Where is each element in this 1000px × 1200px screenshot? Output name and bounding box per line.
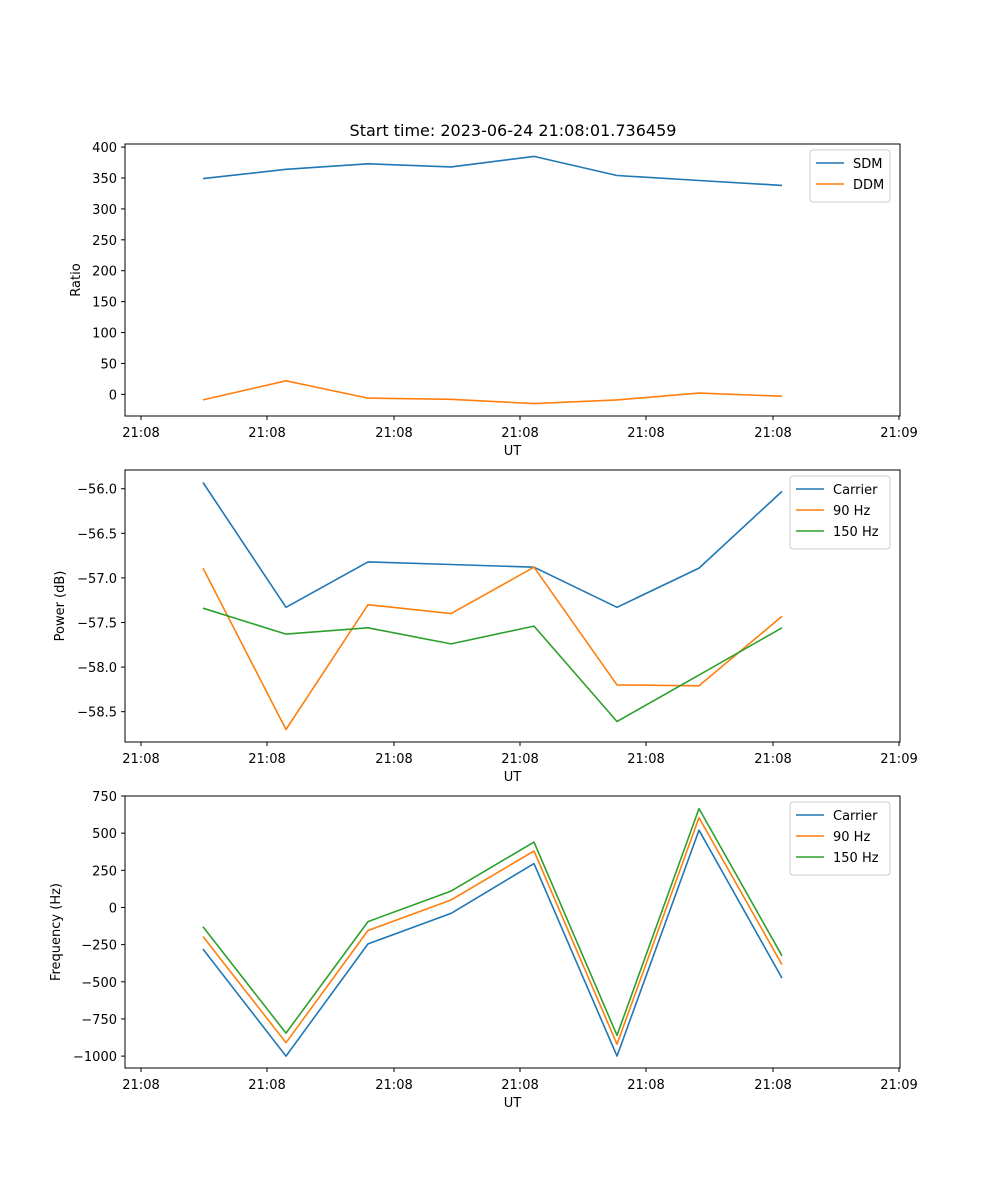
y-tick-label: 250 [92,864,117,879]
x-tick-label: 21:08 [122,426,159,441]
frequency-panel: 750 500 250 0 −250 −500 −750 −1000 21:08 21:08 21:… [49,790,918,1111]
x-tick-label: 21:08 [754,426,791,441]
x-tick-label: 21:08 [627,1078,664,1093]
x-tick-label: 21:08 [375,1078,412,1093]
y-tick-label: −500 [81,976,117,991]
y-tick-label: 100 [92,327,117,342]
x-axis-label: UT [504,770,522,785]
y-tick-label: −57.0 [77,572,117,587]
y-tick-label: 50 [100,357,117,372]
legend-label: Carrier [833,483,878,498]
x-tick-label: 21:08 [375,752,412,767]
x-axis-label: UT [504,444,522,459]
plot-area [124,143,901,417]
y-tick-label: −56.5 [77,527,117,542]
x-tick-label: 21:08 [754,1078,791,1093]
ratio-panel: 0 50 100 150 200 250 300 350 400 21:08 21:08 21:08 2… [69,141,918,459]
legend-label: 90 Hz [833,504,870,519]
legend-label: SDM [853,157,882,172]
series-line-carrier [202,482,783,609]
x-tick-label: 21:09 [880,752,917,767]
y-tick-label: −58.0 [77,661,117,676]
x-axis-label: UT [504,1096,522,1111]
y-tick-label: 750 [92,790,117,805]
x-tick-label: 21:08 [122,1078,159,1093]
series-line-carrier [202,829,783,1057]
y-tick-label: 250 [92,234,117,249]
y-tick-label: −750 [81,1013,117,1028]
legend-label: Carrier [833,809,878,824]
y-tick-label: 350 [92,172,117,187]
legend-label: 150 Hz [833,525,879,540]
legend-label: DDM [853,178,884,193]
y-tick-label: 150 [92,296,117,311]
y-tick-label: −57.5 [77,616,117,631]
series-line-150-hz [202,807,783,1037]
series-line-90-hz [202,566,783,731]
y-tick-label: 500 [92,827,117,842]
series-line-sdm [202,155,783,187]
x-tick-label: 21:08 [248,426,285,441]
x-tick-label: 21:08 [248,752,285,767]
x-tick-label: 21:08 [375,426,412,441]
legend-label: 90 Hz [833,830,870,845]
x-tick-label: 21:08 [248,1078,285,1093]
y-tick-label: −56.0 [77,483,117,498]
legend: SDM DDM [809,149,891,203]
legend: Carrier 90 Hz 150 Hz [789,801,891,876]
y-axis-label: Frequency (Hz) [49,883,64,981]
x-tick-label: 21:09 [880,426,917,441]
y-tick-label: −250 [81,939,117,954]
y-tick-label: 300 [92,203,117,218]
y-tick-label: 0 [109,901,117,916]
y-tick-label: 0 [109,388,117,403]
y-tick-label: 400 [92,141,117,156]
power-panel: −56.0 −56.5 −57.0 −57.5 −58.0 −58.5 21:08 21:08… [53,469,918,785]
y-tick-label: −58.5 [77,706,117,721]
plot-area [124,469,901,743]
x-tick-label: 21:08 [627,752,664,767]
series-line-150-hz [202,607,783,723]
series-line-90-hz [202,816,783,1045]
x-tick-label: 21:08 [627,426,664,441]
x-tick-label: 21:08 [501,752,538,767]
chart-title: Start time: 2023-06-24 21:08:01.736459 [350,121,677,140]
y-axis-label: Power (dB) [53,571,68,642]
series-line-ddm [202,379,783,405]
y-tick-label: −1000 [73,1050,117,1065]
plot-area [124,795,901,1069]
y-axis-label: Ratio [69,263,84,296]
legend-label: 150 Hz [833,851,879,866]
y-tick-label: 200 [92,265,117,280]
x-tick-label: 21:09 [880,1078,917,1093]
x-tick-label: 21:08 [754,752,791,767]
legend: Carrier 90 Hz 150 Hz [789,475,891,550]
x-tick-label: 21:08 [501,1078,538,1093]
x-tick-label: 21:08 [501,426,538,441]
x-tick-label: 21:08 [122,752,159,767]
